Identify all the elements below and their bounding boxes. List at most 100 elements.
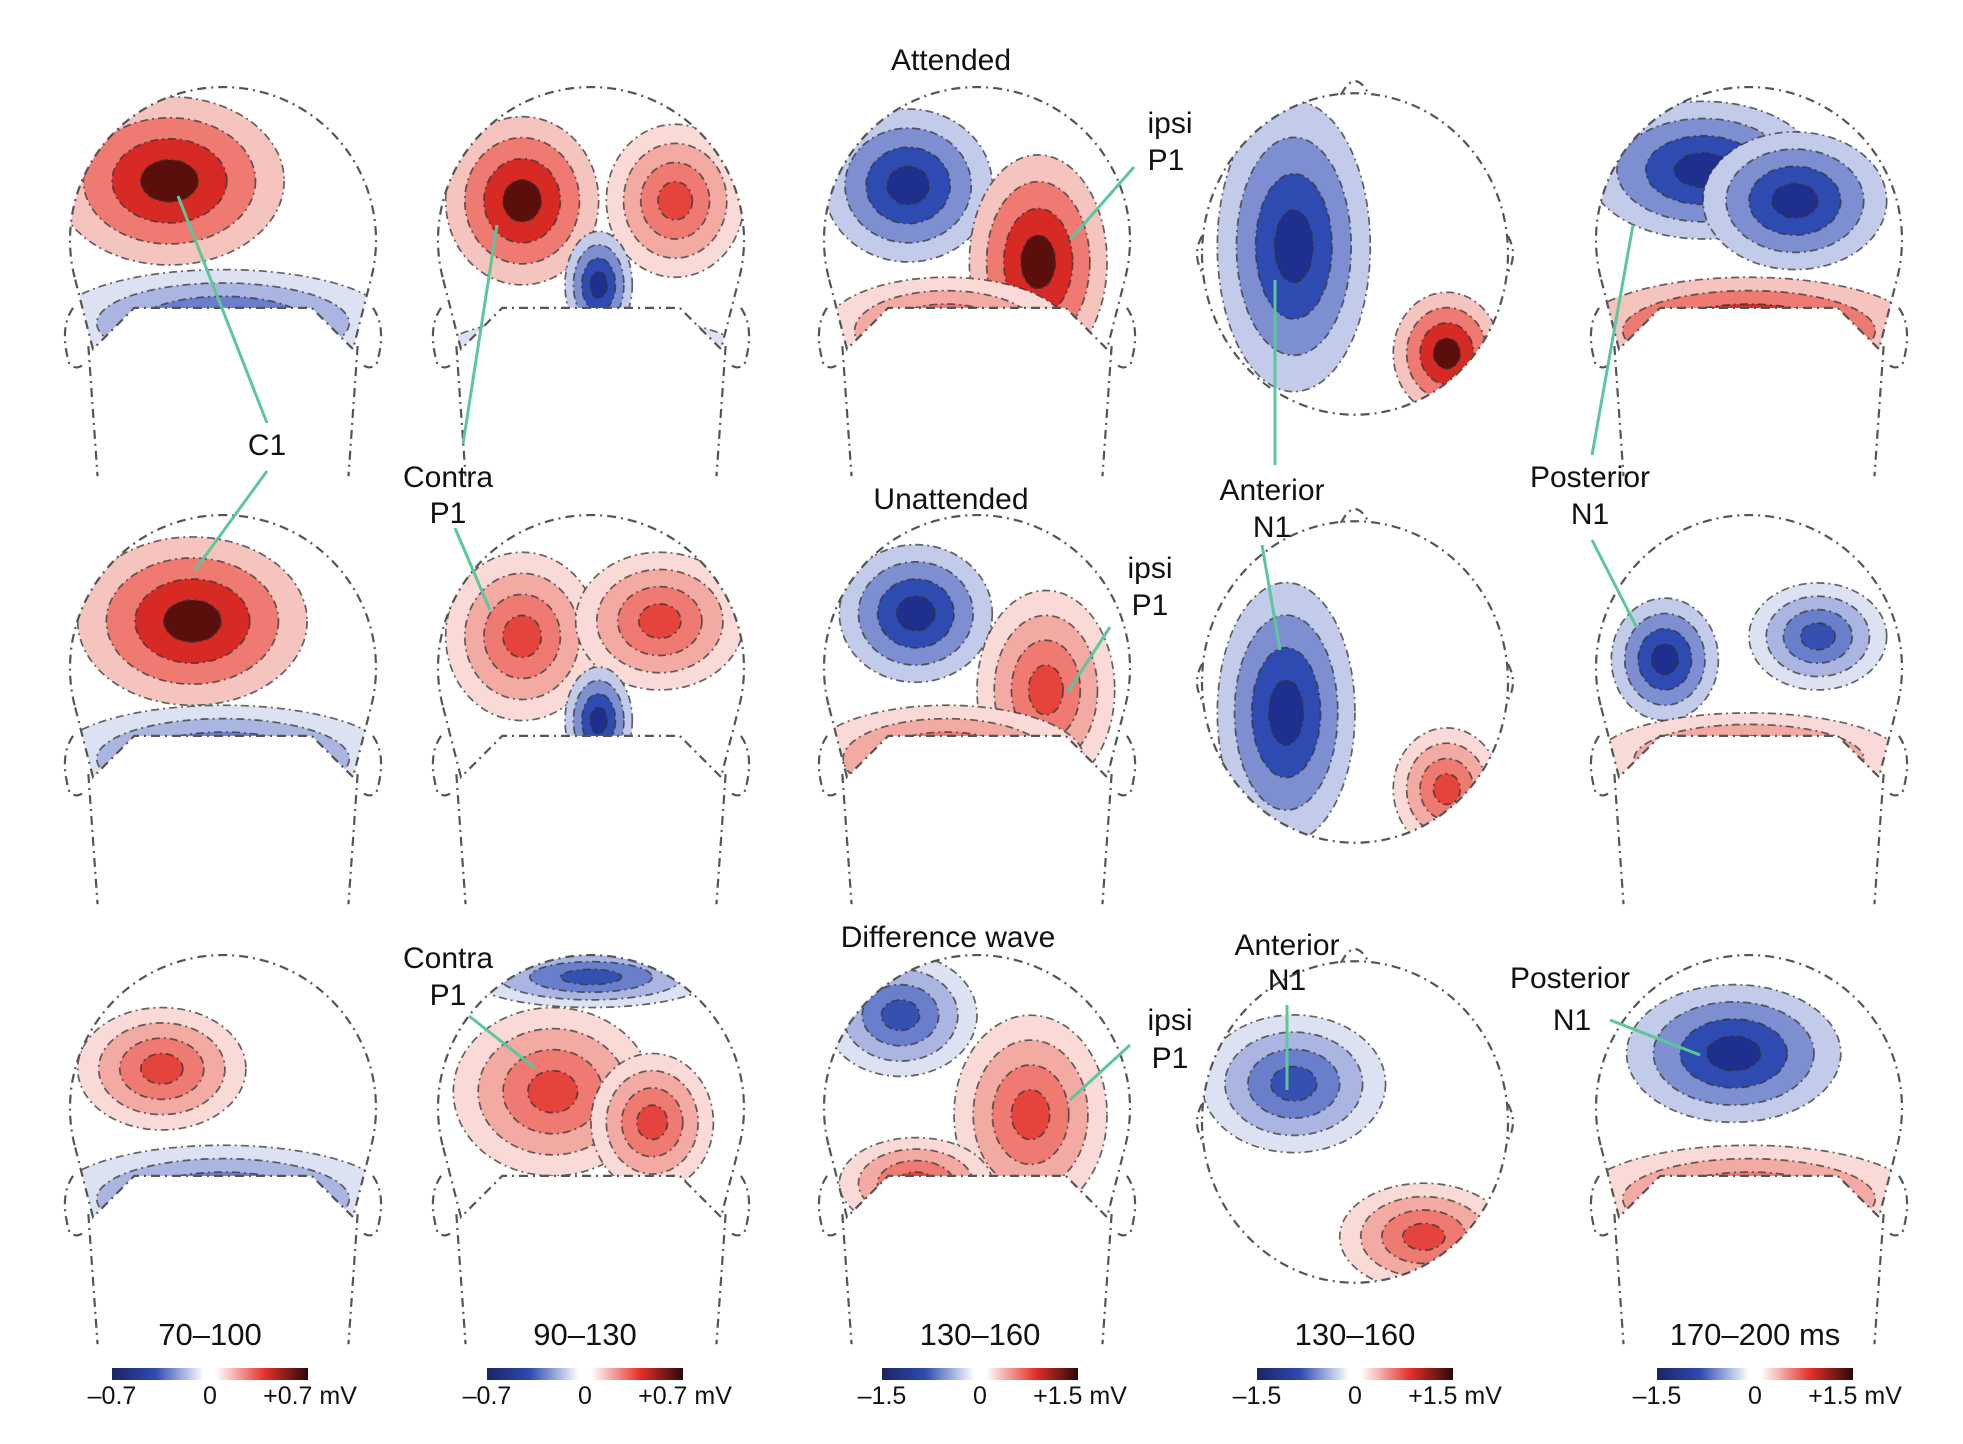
colorbar-min-label: –0.7 (463, 1382, 512, 1410)
isopotential-contour (564, 230, 634, 340)
isopotential-contour (1650, 643, 1680, 676)
nose-icon (1340, 508, 1370, 524)
neck-outline (1613, 774, 1625, 905)
negative-region (552, 344, 630, 350)
ear-icon (63, 307, 84, 369)
isopotential-contour (1663, 1171, 1834, 1218)
callout-ipsi-p1-row2-line2: P1 (1132, 589, 1169, 622)
isopotential-contour (1706, 1035, 1762, 1072)
isopotential-contour (1702, 131, 1888, 271)
ear-icon (1589, 1175, 1610, 1237)
callout-contra-p1-difference-line1: Contra (403, 942, 493, 975)
isopotential-contour (502, 178, 543, 223)
neck-outline (1873, 774, 1885, 905)
isopotential-contour (1765, 595, 1871, 678)
neck-outline (1101, 774, 1113, 905)
isopotential-contour (1027, 664, 1064, 716)
isopotential-contour (139, 158, 199, 203)
leader-lines (176, 166, 1701, 1102)
callout-ipsi-p1-row1-line1: ipsi (1147, 107, 1192, 140)
topography-maps (63, 80, 1909, 1345)
isopotential-contour (1637, 627, 1693, 691)
negative-region (1771, 183, 1818, 218)
isopotential-contour (876, 731, 1017, 778)
potential-field (1596, 515, 1902, 778)
isopotential-contour (857, 560, 975, 666)
isopotential-contour (438, 314, 744, 350)
time-window-label: 90–130 (533, 1317, 636, 1352)
isopotential-contour (844, 127, 973, 244)
isopotential-contour (1224, 1031, 1364, 1137)
isopotential-contour (1621, 1157, 1877, 1218)
callout-c1: C1 (248, 429, 286, 462)
isopotential-contour (1247, 1048, 1341, 1120)
colorbar-zero-label: 0 (578, 1382, 592, 1410)
isopotential-contour (76, 1006, 247, 1131)
ear-icon (1888, 1175, 1909, 1237)
callout-contra-p1-row12-line2: P1 (430, 497, 467, 530)
isopotential-contour (1621, 289, 1877, 350)
ear-icon (362, 1175, 383, 1237)
potential-field (438, 955, 744, 1218)
isopotential-contour (1235, 136, 1353, 357)
ear-icon (817, 1175, 838, 1237)
positive-region (503, 615, 542, 658)
neck-outline (87, 346, 99, 477)
callout-ipsi-p1-difference-line2: P1 (1152, 1042, 1189, 1075)
ear-icon (1195, 235, 1203, 273)
isopotential-contour (138, 1171, 309, 1218)
positive-region (1710, 747, 1788, 771)
leader-c1-unattended (193, 470, 269, 571)
neck-outline (841, 1214, 853, 1345)
potential-field (70, 515, 376, 778)
isopotential-contour (162, 599, 222, 643)
isopotential-contour (82, 116, 257, 245)
neck-outline (347, 774, 359, 905)
ear-icon (817, 307, 838, 369)
neck-outline (455, 346, 467, 477)
isopotential-contour (880, 999, 921, 1032)
colorbar-min-label: –1.5 (858, 1382, 907, 1410)
topomap-difference-3 (817, 953, 1137, 1345)
positive-region (140, 1053, 183, 1085)
ear-icon (63, 735, 84, 797)
negative-region (180, 745, 266, 773)
leader-contra-p1-difference (468, 1014, 536, 1070)
isopotential-contour (138, 731, 309, 778)
topomap-attended-1 (63, 85, 383, 477)
nose-icon (1340, 948, 1370, 964)
head-outline (1200, 960, 1510, 1284)
isopotential-contour (559, 968, 623, 986)
ear-icon (1888, 735, 1909, 797)
head-outline (822, 953, 1132, 1220)
positive-region (1011, 1089, 1050, 1140)
colorbar-4: –1.5 0 +1.5 mV (1233, 1368, 1502, 1410)
positive-region (527, 1070, 578, 1113)
neck-outline (87, 774, 99, 905)
potential-field (1202, 961, 1508, 1283)
isopotential-contour (528, 960, 654, 994)
isopotential-contour (463, 136, 581, 265)
head-outline (1594, 85, 1904, 352)
colorbar-zero-label: 0 (973, 1382, 987, 1410)
negative-region (1270, 1066, 1317, 1101)
isopotential-contour (1706, 316, 1792, 346)
isopotential-contour (1679, 1018, 1789, 1089)
callout-ipsi-p1-row2-line1: ipsi (1127, 552, 1172, 585)
isopotential-contour (475, 324, 707, 350)
isopotential-contour (1233, 614, 1339, 811)
negative-region (514, 334, 668, 350)
negative-region (1651, 644, 1679, 675)
ear-icon (730, 1175, 751, 1237)
leader-ipsi-p1-attended (1068, 166, 1136, 241)
isopotential-contour (527, 1069, 579, 1114)
topomap-difference-5 (1589, 953, 1909, 1345)
negative-region (438, 315, 744, 350)
time-window-label: 130–160 (1295, 1317, 1416, 1352)
negative-region (887, 166, 930, 205)
isopotential-contour (513, 333, 669, 350)
neck-outline (455, 774, 467, 905)
neck-outline (347, 1214, 359, 1345)
topomap-unattended-1 (63, 513, 383, 905)
colorbar-max-label: +0.7 mV (263, 1382, 357, 1410)
